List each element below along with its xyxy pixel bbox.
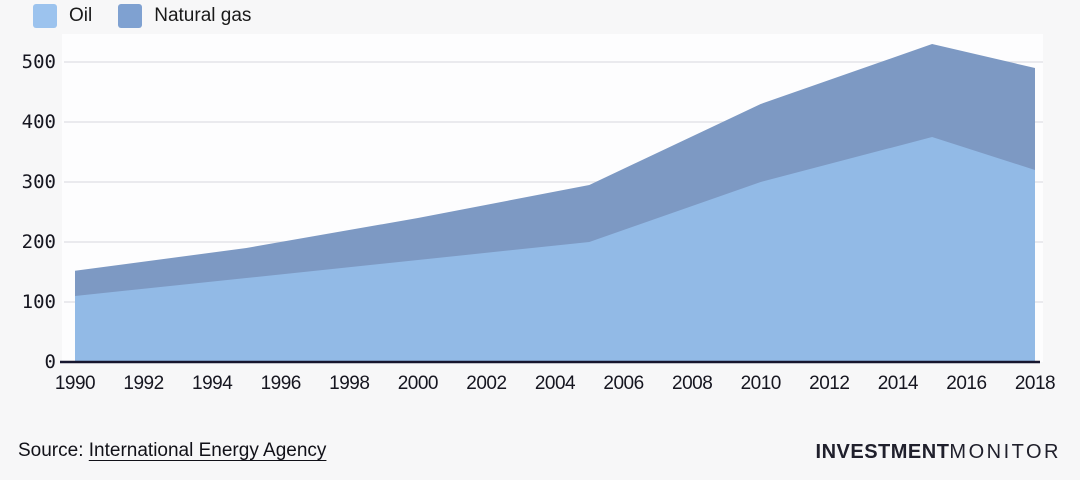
y-tick-label-100: 100 (21, 291, 56, 313)
x-tick-label-2014: 2014 (877, 373, 919, 394)
x-tick-label-1992: 1992 (123, 373, 164, 394)
y-tick-label-200: 200 (21, 231, 56, 253)
legend-swatch-oil (33, 4, 57, 28)
x-tick-label-2008: 2008 (672, 373, 713, 394)
x-tick-label-2010: 2010 (740, 373, 782, 394)
source-prefix: Source: (18, 440, 84, 461)
x-tick-label-2018: 2018 (1014, 373, 1056, 394)
x-tick-label-1998: 1998 (329, 373, 370, 394)
y-tick-label-400: 400 (21, 111, 56, 133)
oil-area (75, 137, 1035, 362)
x-tick-label-2006: 2006 (603, 373, 644, 394)
legend-swatch-natural-gas (118, 4, 143, 28)
x-tick-label-2012: 2012 (809, 373, 850, 394)
y-tick-label-300: 300 (21, 171, 56, 193)
x-tick-label-2016: 2016 (946, 373, 987, 394)
investment-monitor-logo: INVESTMENTMONITOR (816, 441, 1061, 464)
legend-label: Natural gas (154, 5, 252, 26)
chart-legend: Oil Natural gas (33, 4, 251, 28)
x-tick-label-1996: 1996 (260, 373, 302, 394)
legend-label: Oil (69, 5, 93, 26)
x-tick-label-2004: 2004 (534, 373, 576, 394)
legend-item-oil: Oil (33, 4, 92, 28)
x-tick-label-1990: 1990 (54, 373, 96, 394)
source-line: Source: International Energy Agency (18, 440, 326, 462)
source-link[interactable]: International Energy Agency (88, 440, 327, 461)
y-tick-label-500: 500 (21, 51, 56, 73)
legend-item-natural-gas: Natural gas (118, 4, 251, 28)
x-tick-label-2002: 2002 (466, 373, 507, 394)
x-tick-label-2000: 2000 (397, 373, 439, 394)
y-tick-label-0: 0 (44, 351, 56, 373)
x-tick-label-1994: 1994 (192, 373, 233, 394)
logo-light-text: MONITOR (949, 441, 1061, 463)
logo-bold-text: INVESTMENT (815, 441, 950, 463)
